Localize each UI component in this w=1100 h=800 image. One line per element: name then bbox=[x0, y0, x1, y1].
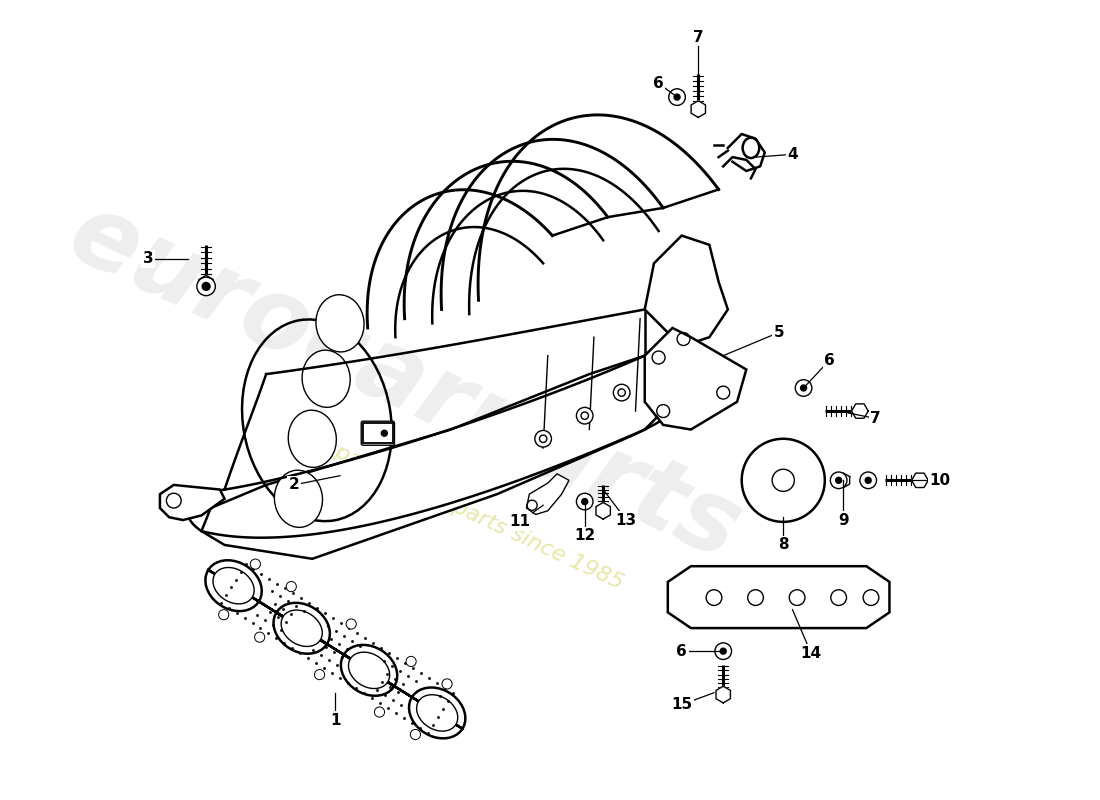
Circle shape bbox=[315, 670, 324, 680]
Circle shape bbox=[251, 559, 261, 569]
Circle shape bbox=[576, 407, 593, 424]
Circle shape bbox=[381, 430, 388, 437]
Text: 5: 5 bbox=[773, 325, 784, 340]
Ellipse shape bbox=[302, 350, 350, 407]
Polygon shape bbox=[206, 560, 465, 738]
Polygon shape bbox=[645, 328, 746, 430]
Circle shape bbox=[374, 707, 385, 717]
Text: 8: 8 bbox=[778, 538, 789, 553]
Text: 1: 1 bbox=[330, 713, 341, 728]
Polygon shape bbox=[837, 473, 849, 488]
Circle shape bbox=[830, 472, 847, 489]
Ellipse shape bbox=[274, 470, 322, 527]
Polygon shape bbox=[282, 610, 322, 646]
Circle shape bbox=[715, 643, 732, 659]
Circle shape bbox=[581, 498, 589, 506]
Polygon shape bbox=[912, 473, 928, 487]
Text: 10: 10 bbox=[930, 473, 950, 488]
Polygon shape bbox=[199, 275, 213, 292]
Polygon shape bbox=[691, 101, 705, 118]
Text: 13: 13 bbox=[616, 513, 637, 527]
Polygon shape bbox=[527, 474, 569, 514]
Circle shape bbox=[669, 89, 685, 106]
Circle shape bbox=[286, 582, 296, 592]
Ellipse shape bbox=[316, 294, 364, 352]
FancyBboxPatch shape bbox=[361, 422, 395, 446]
Circle shape bbox=[865, 477, 872, 484]
Circle shape bbox=[614, 384, 630, 401]
Text: 6: 6 bbox=[676, 644, 688, 658]
Polygon shape bbox=[851, 404, 868, 418]
Circle shape bbox=[800, 384, 807, 392]
Circle shape bbox=[835, 477, 843, 484]
Circle shape bbox=[795, 380, 812, 396]
Text: 15: 15 bbox=[671, 698, 692, 712]
Ellipse shape bbox=[288, 410, 337, 467]
Text: 12: 12 bbox=[574, 528, 595, 543]
Circle shape bbox=[719, 647, 727, 655]
Text: 11: 11 bbox=[509, 514, 530, 530]
Circle shape bbox=[201, 282, 211, 291]
Polygon shape bbox=[668, 566, 890, 628]
Text: 4: 4 bbox=[788, 147, 798, 162]
Text: a passion for parts since 1985: a passion for parts since 1985 bbox=[312, 433, 626, 593]
Polygon shape bbox=[645, 236, 728, 346]
Text: 6: 6 bbox=[653, 76, 664, 90]
Text: 6: 6 bbox=[824, 353, 835, 368]
Polygon shape bbox=[596, 502, 611, 519]
Circle shape bbox=[860, 472, 877, 489]
Polygon shape bbox=[160, 485, 224, 520]
Polygon shape bbox=[349, 652, 389, 689]
Circle shape bbox=[406, 656, 416, 666]
Ellipse shape bbox=[742, 138, 759, 158]
Text: 7: 7 bbox=[693, 30, 704, 45]
Text: 2: 2 bbox=[288, 478, 299, 493]
Polygon shape bbox=[201, 356, 672, 559]
Polygon shape bbox=[716, 686, 730, 703]
Text: 3: 3 bbox=[143, 251, 153, 266]
Circle shape bbox=[741, 438, 825, 522]
Circle shape bbox=[346, 619, 356, 629]
Circle shape bbox=[219, 610, 229, 620]
Polygon shape bbox=[417, 694, 458, 731]
Circle shape bbox=[673, 94, 681, 101]
Circle shape bbox=[254, 632, 265, 642]
Text: 14: 14 bbox=[801, 646, 822, 661]
Circle shape bbox=[410, 730, 420, 739]
Circle shape bbox=[535, 430, 551, 447]
Text: 7: 7 bbox=[870, 411, 881, 426]
Circle shape bbox=[576, 494, 593, 510]
Circle shape bbox=[442, 679, 452, 689]
Text: 9: 9 bbox=[838, 513, 848, 527]
Circle shape bbox=[197, 277, 216, 296]
Polygon shape bbox=[213, 567, 254, 604]
Text: eurocarparts: eurocarparts bbox=[54, 186, 756, 582]
